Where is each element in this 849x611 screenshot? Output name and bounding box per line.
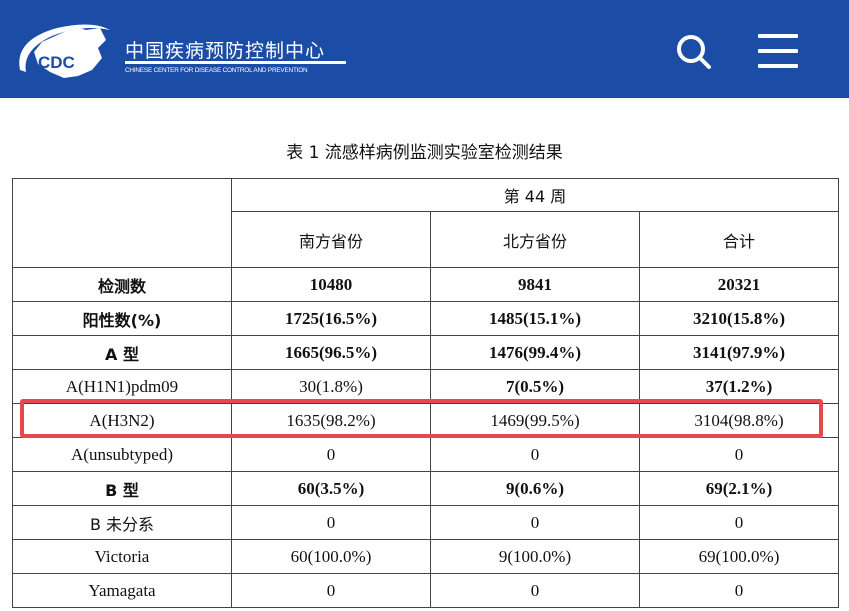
table-cell: 30(1.8%) bbox=[231, 369, 431, 404]
table-cell: 0 bbox=[430, 505, 640, 540]
table-row: B 未分系 0 0 0 bbox=[12, 505, 839, 540]
row-label: A(unsubtyped) bbox=[12, 437, 232, 472]
table-cell: 1476(99.4%) bbox=[430, 335, 640, 370]
week-header: 第 44 周 bbox=[231, 178, 839, 212]
table-row: A 型 1665(96.5%) 1476(99.4%) 3141(97.9%) bbox=[12, 335, 839, 370]
table-cell: 9841 bbox=[430, 267, 640, 302]
table-cell: 60(100.0%) bbox=[231, 539, 431, 574]
menu-icon[interactable] bbox=[758, 34, 798, 68]
row-label: Yamagata bbox=[12, 573, 232, 608]
corner-cell bbox=[12, 178, 232, 268]
svg-text:CDC: CDC bbox=[38, 53, 75, 72]
table-cell: 60(3.5%) bbox=[231, 471, 431, 506]
logo-divider bbox=[125, 61, 346, 64]
table-cell: 0 bbox=[639, 505, 839, 540]
cdc-logo-icon: CDC bbox=[19, 24, 111, 78]
table-cell: 1485(15.1%) bbox=[430, 301, 640, 336]
column-header: 北方省份 bbox=[430, 211, 640, 268]
row-label: 检测数 bbox=[12, 267, 232, 302]
table-title: 表 1 流感样病例监测实验室检测结果 bbox=[286, 143, 563, 163]
table-cell: 0 bbox=[430, 437, 640, 472]
table-cell: 69(2.1%) bbox=[639, 471, 839, 506]
cdc-logo[interactable]: CDC 中国疾病预防控制中心 CHINESE CENTER FOR DISEAS… bbox=[12, 18, 347, 83]
org-name-cn: 中国疾病预防控制中心 bbox=[125, 40, 326, 62]
table-cell: 3104(98.8%) bbox=[639, 403, 839, 438]
row-label: B 型 bbox=[12, 471, 232, 506]
table-row: A(unsubtyped) 0 0 0 bbox=[12, 437, 839, 472]
table-cell: 1665(96.5%) bbox=[231, 335, 431, 370]
table-row: B 型 60(3.5%) 9(0.6%) 69(2.1%) bbox=[12, 471, 839, 506]
table-cell: 0 bbox=[231, 437, 431, 472]
table-row: Victoria 60(100.0%) 9(100.0%) 69(100.0%) bbox=[12, 539, 839, 574]
table-cell: 1725(16.5%) bbox=[231, 301, 431, 336]
org-name-en: CHINESE CENTER FOR DISEASE CONTROL AND P… bbox=[125, 67, 308, 74]
table-cell: 9(0.6%) bbox=[430, 471, 640, 506]
table-cell: 10480 bbox=[231, 267, 431, 302]
table-row: 检测数 10480 9841 20321 bbox=[12, 267, 839, 302]
table-cell: 0 bbox=[231, 505, 431, 540]
table-cell: 9(100.0%) bbox=[430, 539, 640, 574]
table-cell: 0 bbox=[639, 437, 839, 472]
table-cell: 3141(97.9%) bbox=[639, 335, 839, 370]
column-header: 合计 bbox=[639, 211, 839, 268]
table-cell: 0 bbox=[639, 573, 839, 608]
table-row: Yamagata 0 0 0 bbox=[12, 573, 839, 608]
table-cell: 20321 bbox=[639, 267, 839, 302]
site-header: CDC 中国疾病预防控制中心 CHINESE CENTER FOR DISEAS… bbox=[0, 0, 849, 98]
row-label: Victoria bbox=[12, 539, 232, 574]
table-row: 阳性数(%) 1725(16.5%) 1485(15.1%) 3210(15.8%) bbox=[12, 301, 839, 336]
table-cell: 1635(98.2%) bbox=[231, 403, 431, 438]
row-label: B 未分系 bbox=[12, 505, 232, 540]
table-cell: 3210(15.8%) bbox=[639, 301, 839, 336]
table-cell: 0 bbox=[231, 573, 431, 608]
row-label: 阳性数(%) bbox=[12, 301, 232, 336]
search-icon[interactable] bbox=[676, 34, 712, 70]
highlight-box bbox=[20, 399, 823, 438]
table-row: A(H3N2) 1635(98.2%) 1469(99.5%) 3104(98.8%) bbox=[12, 403, 839, 438]
table-cell: 69(100.0%) bbox=[639, 539, 839, 574]
row-label: A 型 bbox=[12, 335, 232, 370]
table-row: A(H1N1)pdm09 30(1.8%) 7(0.5%) 37(1.2%) bbox=[12, 369, 839, 404]
table-cell: 0 bbox=[430, 573, 640, 608]
results-table: 第 44 周 南方省份 北方省份 合计 检测数 10480 9841 20321 阳性数(%… bbox=[12, 178, 839, 608]
column-header: 南方省份 bbox=[231, 211, 431, 268]
